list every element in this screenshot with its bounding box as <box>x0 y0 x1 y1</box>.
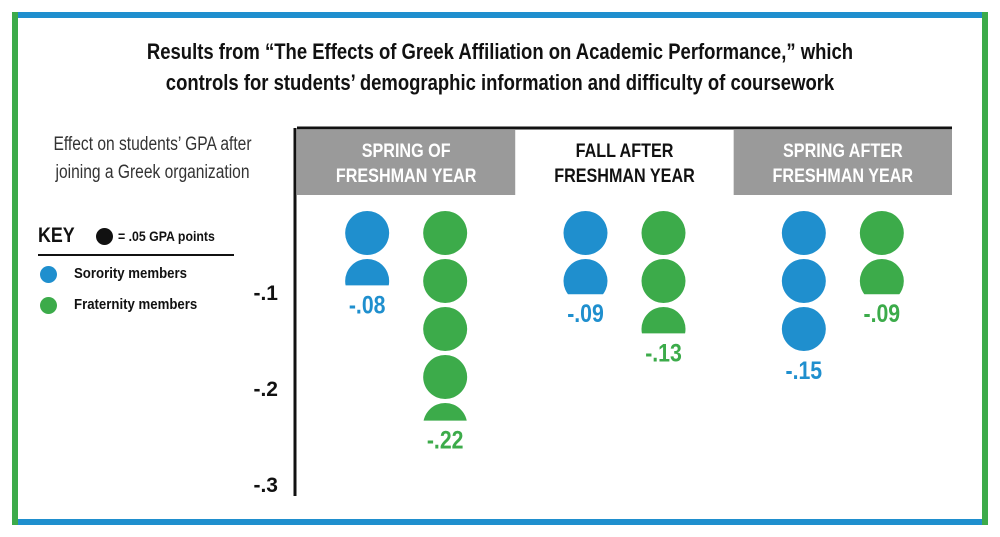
y-caption-line-2: joining a Greek organization <box>55 162 250 183</box>
fraternity-value-label: -.13 <box>645 339 682 367</box>
period-label-3-line-2: FRESHMAN YEAR <box>773 165 914 187</box>
sorority-dot <box>781 307 826 351</box>
sorority-dot <box>781 211 826 255</box>
sorority-value-label: -.15 <box>786 356 823 384</box>
y-caption-line-1: Effect on students’ GPA after <box>53 134 252 155</box>
title-line-1: Results from “The Effects of Greek Affil… <box>146 39 854 64</box>
fraternity-swatch-icon <box>40 297 57 314</box>
sorority-value-label: -.08 <box>349 291 386 319</box>
y-tick-label: -.3 <box>253 474 278 497</box>
legend: KEY = .05 GPA points Sorority members Fr… <box>38 222 238 326</box>
fraternity-partial-dot <box>859 259 904 295</box>
legend-label-fraternity: Fraternity members <box>74 296 198 313</box>
legend-label-sorority: Sorority members <box>74 265 187 282</box>
sorority-swatch-icon <box>40 266 57 283</box>
fraternity-dot <box>423 259 468 303</box>
top-border <box>12 12 988 18</box>
title-line-2: controls for students’ demographic infor… <box>165 70 835 95</box>
dot-unit-label: = .05 GPA points <box>118 228 215 244</box>
fraternity-value-label: -.09 <box>864 300 901 328</box>
y-tick-label: -.1 <box>253 282 278 305</box>
y-axis-caption: Effect on students’ GPA after joining a … <box>30 131 275 187</box>
bottom-border <box>12 519 988 525</box>
fraternity-dot <box>641 259 686 303</box>
period-header-1 <box>297 130 516 195</box>
legend-item-fraternity: Fraternity members <box>38 295 238 326</box>
legend-item-sorority: Sorority members <box>38 264 238 295</box>
y-tick-label: -.2 <box>253 378 278 401</box>
fraternity-partial-dot <box>641 307 686 334</box>
chart-title: Results from “The Effects of Greek Affil… <box>40 36 960 98</box>
sorority-dot <box>781 259 826 303</box>
fraternity-dot <box>423 355 468 399</box>
sorority-dot <box>345 211 390 255</box>
fraternity-dot <box>423 307 468 351</box>
period-label-3-line-1: SPRING AFTER <box>783 140 903 162</box>
period-label-2-line-2: FRESHMAN YEAR <box>554 165 695 187</box>
period-label-2-line-1: FALL AFTER <box>576 140 674 162</box>
fraternity-value-label: -.22 <box>427 426 464 454</box>
fraternity-dot <box>859 211 904 255</box>
legend-title: KEY <box>38 224 75 247</box>
sorority-dot <box>563 211 608 255</box>
period-label-1-line-1: SPRING OF <box>362 140 451 162</box>
left-border <box>12 12 18 525</box>
right-border <box>982 12 988 525</box>
dot-unit-icon <box>96 228 113 245</box>
sorority-value-label: -.09 <box>567 300 604 328</box>
period-label-1-line-2: FRESHMAN YEAR <box>336 165 477 187</box>
fraternity-dot <box>423 211 468 255</box>
legend-header: KEY = .05 GPA points <box>38 222 234 256</box>
sorority-partial-dot <box>563 259 608 295</box>
fraternity-dot <box>641 211 686 255</box>
sorority-partial-dot <box>345 259 390 286</box>
fraternity-partial-dot <box>423 403 467 421</box>
period-header-3 <box>733 130 952 195</box>
period-header-2 <box>515 130 734 195</box>
